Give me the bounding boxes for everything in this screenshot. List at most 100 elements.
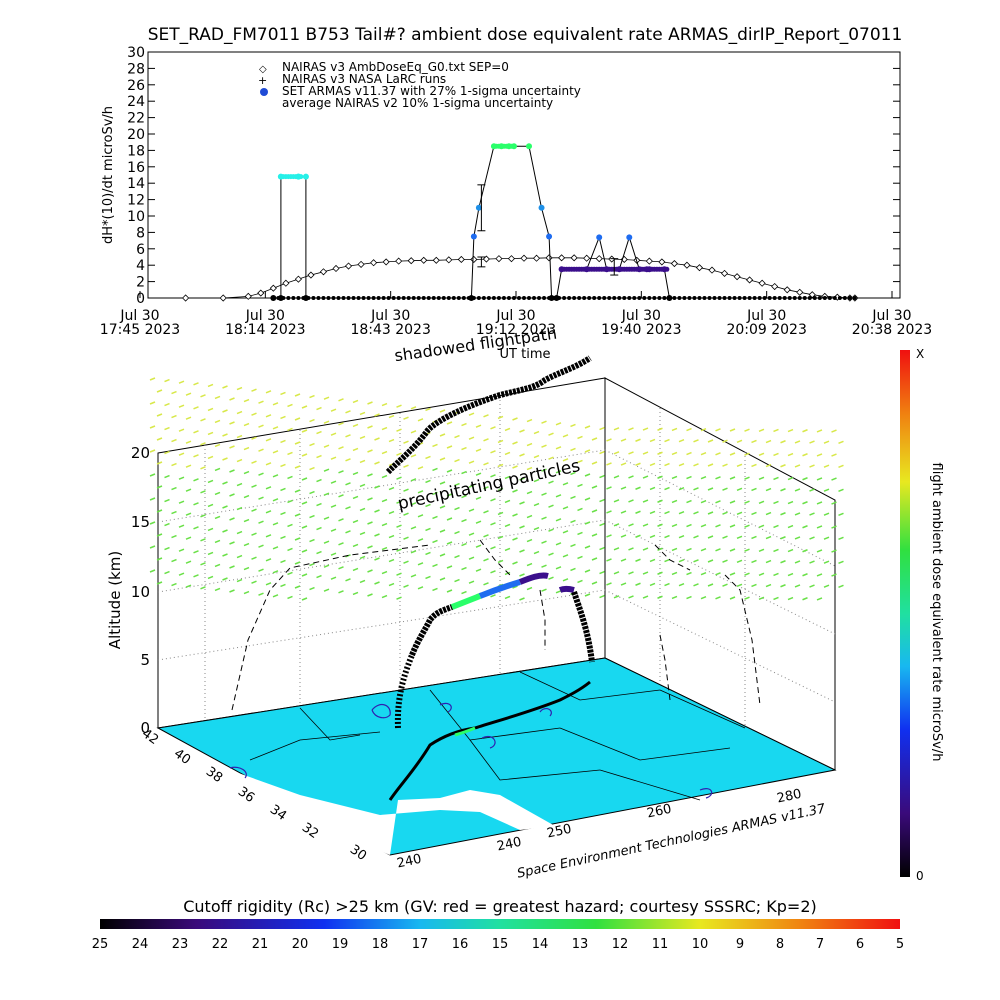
particle-mark	[294, 417, 301, 421]
particle-mark	[338, 422, 344, 426]
particle-mark	[577, 483, 583, 488]
particle-mark	[193, 382, 199, 386]
bottom-colorbar-tick-label: 7	[816, 937, 824, 952]
particle-mark	[512, 537, 518, 541]
particle-mark	[381, 450, 388, 455]
particle-mark	[555, 518, 562, 522]
baseline-point	[426, 296, 431, 300]
particle-mark	[671, 571, 678, 576]
particle-mark	[222, 529, 228, 533]
particle-mark	[410, 550, 417, 554]
particle-mark	[548, 504, 554, 508]
particle-mark	[374, 557, 380, 561]
particle-mark	[410, 430, 417, 434]
nairas-point	[720, 269, 729, 277]
particle-mark	[338, 398, 344, 402]
particle-mark	[722, 511, 728, 515]
y-tick-label: 4	[136, 258, 145, 274]
bottom-colorbar-tick-label: 15	[492, 937, 509, 952]
baseline-point	[451, 296, 456, 300]
particle-mark	[773, 596, 779, 601]
particle-mark	[381, 594, 388, 599]
particle-mark	[388, 558, 395, 563]
particle-mark	[519, 477, 525, 481]
particle-mark	[287, 499, 293, 504]
particle-mark	[396, 428, 402, 432]
particle-mark	[512, 561, 518, 565]
baseline-point	[797, 296, 802, 300]
particle-mark	[323, 468, 330, 472]
particle-mark	[533, 454, 540, 459]
particle-mark	[164, 498, 170, 503]
particle-mark	[236, 482, 243, 487]
legend-dot-icon	[260, 88, 268, 96]
particle-mark	[693, 535, 699, 539]
particle-mark	[374, 533, 380, 537]
particle-mark	[555, 494, 562, 498]
particle-mark	[526, 586, 533, 591]
baseline-point	[712, 296, 717, 300]
particle-mark	[309, 562, 315, 567]
particle-mark	[388, 582, 395, 587]
particle-mark	[642, 427, 649, 431]
particle-mark	[497, 439, 504, 444]
particle-mark	[570, 423, 576, 428]
particle-mark	[287, 595, 293, 600]
particle-mark	[504, 595, 511, 600]
y-axis-label: dH*(10)/dt microSv/h	[101, 106, 116, 244]
bottom-colorbar-tick-label: 16	[452, 937, 469, 952]
particle-mark	[758, 452, 765, 456]
baseline-point	[557, 296, 562, 300]
particle-mark	[657, 523, 663, 527]
particle-mark	[178, 572, 185, 576]
nairas-point	[558, 254, 566, 262]
baseline-point	[431, 296, 436, 300]
particle-mark	[316, 526, 322, 531]
particle-mark	[229, 421, 235, 425]
baseline-point	[466, 296, 471, 300]
particle-mark	[584, 569, 591, 573]
nairas-point	[357, 260, 365, 268]
particle-mark	[388, 510, 395, 515]
particle-mark	[171, 534, 177, 539]
particle-mark	[345, 434, 351, 438]
particle-mark	[207, 407, 214, 412]
particle-mark	[425, 503, 431, 508]
particle-mark	[287, 547, 293, 552]
particle-mark	[200, 538, 206, 542]
particle-mark	[454, 482, 460, 487]
particle-mark	[294, 585, 301, 589]
particle-mark	[468, 532, 475, 536]
nairas-point	[532, 254, 541, 262]
particle-mark	[301, 429, 308, 433]
nairas-point	[219, 294, 227, 302]
x-tick-label-line1: Jul 30	[871, 308, 911, 324]
particle-mark	[555, 446, 562, 450]
particle-mark	[512, 585, 518, 589]
baseline-point	[361, 296, 366, 300]
particle-mark	[272, 522, 279, 526]
particle-mark	[635, 462, 641, 466]
baseline-point	[677, 296, 682, 300]
y-tick-label: 10	[127, 209, 145, 225]
particle-mark	[823, 584, 830, 588]
particle-mark	[541, 444, 547, 448]
particle-mark	[642, 547, 649, 551]
nairas-point	[470, 255, 478, 264]
baseline-point	[762, 296, 767, 300]
lat-tick-label: 34	[267, 802, 289, 824]
particle-mark	[649, 582, 656, 587]
lon-axis-ticks: 240 240 250 260 280	[396, 787, 803, 872]
y-tick-label: 0	[136, 291, 145, 307]
particle-mark	[657, 427, 663, 431]
particle-mark	[671, 523, 678, 528]
baseline-point	[276, 296, 281, 300]
particle-mark	[744, 548, 750, 552]
particle-mark	[352, 447, 359, 452]
particle-mark	[171, 462, 177, 467]
particle-mark	[715, 452, 721, 456]
particle-mark	[338, 566, 344, 570]
particle-mark	[599, 498, 605, 503]
baseline-point	[496, 296, 501, 300]
right-colorbar-gradient	[900, 350, 910, 877]
